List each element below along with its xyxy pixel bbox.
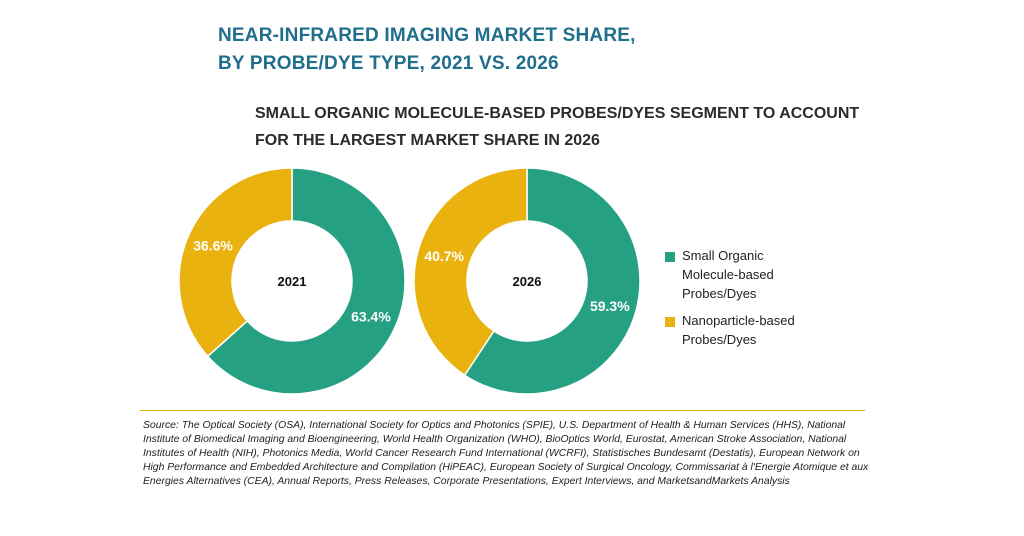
page-title: NEAR-INFRARED IMAGING MARKET SHARE, BY P… — [218, 22, 636, 78]
donut-2021-slice-nanoparticle — [178, 167, 293, 358]
donut-2026-center-label: 2026 — [513, 274, 542, 289]
donut-2026-value-label: 40.7% — [424, 248, 464, 264]
donut-2026-slice-nanoparticle — [413, 167, 528, 377]
donut-2021-value-label: 63.4% — [351, 308, 391, 324]
legend-label-line: Nanoparticle-based — [682, 313, 795, 328]
divider — [140, 410, 865, 411]
legend-label-line: Molecule-based — [682, 267, 774, 282]
legend-label-line: Probes/Dyes — [682, 332, 757, 347]
donut-2021-center-label: 2021 — [278, 274, 307, 289]
legend: Small Organic Molecule-based Probes/Dyes… — [665, 246, 822, 357]
legend-swatch-small-organic — [665, 252, 675, 262]
title-line-2: BY PROBE/DYE TYPE, 2021 VS. 2026 — [218, 53, 559, 74]
legend-swatch-nanoparticle — [665, 317, 675, 327]
donut-2026-slice-small-organic — [463, 167, 641, 395]
legend-item-small-organic: Small Organic Molecule-based Probes/Dyes — [665, 246, 822, 303]
donut-2021-value-label: 36.6% — [193, 238, 233, 254]
subtitle-line-1: SMALL ORGANIC MOLECULE-BASED PROBES/DYES… — [255, 105, 860, 122]
source-note: Source: The Optical Society (OSA), Inter… — [143, 420, 869, 487]
legend-item-nanoparticle: Nanoparticle-based Probes/Dyes — [665, 311, 822, 349]
subtitle-line-2: FOR THE LARGEST MARKET SHARE IN 2026 — [255, 132, 600, 149]
title-line-1: NEAR-INFRARED IMAGING MARKET SHARE, — [218, 25, 636, 46]
legend-label-line: Small Organic — [682, 248, 764, 263]
donut-2021-slice-small-organic — [206, 167, 406, 395]
donut-2026-value-label: 59.3% — [590, 298, 630, 314]
chart-subtitle: SMALL ORGANIC MOLECULE-BASED PROBES/DYES… — [255, 100, 859, 154]
legend-label-line: Probes/Dyes — [682, 286, 757, 301]
